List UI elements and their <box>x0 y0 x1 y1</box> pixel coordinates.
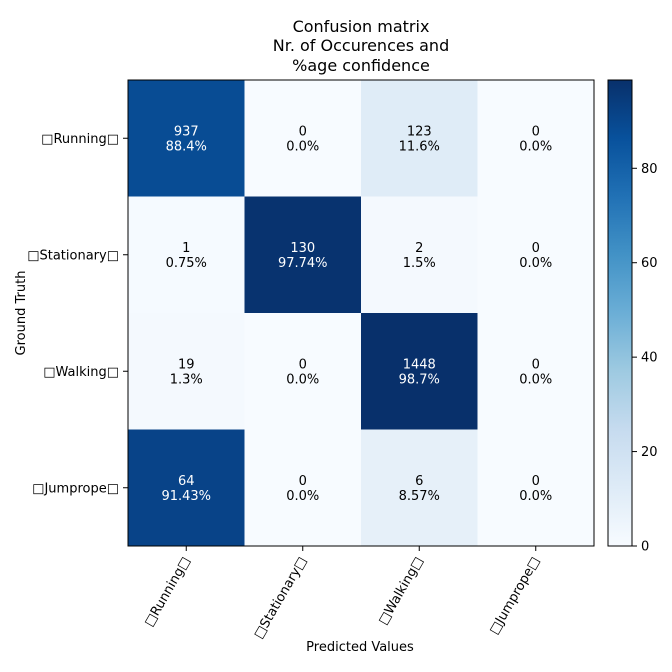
x-tick-label: □Walking□ <box>376 555 427 628</box>
cell-percent-label: 0.0% <box>286 489 319 504</box>
y-tick-label: □Walking□ <box>43 365 119 380</box>
heatmap-cell <box>361 313 478 430</box>
cell-percent-label: 0.0% <box>519 489 552 504</box>
colorbar-tick-label: 20 <box>641 445 658 460</box>
cell-count-label: 0 <box>299 357 307 372</box>
heatmap-cell <box>477 80 595 197</box>
chart-title-line-1: Confusion matrix <box>292 17 430 36</box>
colorbar-tick-label: 60 <box>641 256 658 271</box>
chart-title-line-3: %age confidence <box>292 56 430 75</box>
cell-count-label: 0 <box>532 124 540 139</box>
cell-count-label: 2 <box>415 241 423 256</box>
cell-percent-label: 97.74% <box>278 256 328 271</box>
y-tick-label: □Jumprope□ <box>32 481 119 496</box>
heatmap-cell <box>128 429 245 547</box>
x-tick-label: □Stationary□ <box>251 555 310 642</box>
cell-percent-label: 0.75% <box>166 256 207 271</box>
heatmap-cell <box>361 196 478 314</box>
heatmap-cell <box>244 429 362 547</box>
cell-percent-label: 1.5% <box>403 256 436 271</box>
heatmap-cell <box>477 313 595 430</box>
cell-percent-label: 1.3% <box>170 372 203 387</box>
x-axis-label: Predicted Values <box>306 640 414 655</box>
heatmap-cell <box>244 313 362 430</box>
cell-count-label: 0 <box>532 357 540 372</box>
colorbar <box>607 79 633 547</box>
heatmap-cell <box>477 429 595 547</box>
x-axis-ticks: □Running□ □Stationary□ □Walking□ □Jumprope□ <box>142 546 543 641</box>
cell-percent-label: 98.7% <box>399 372 440 387</box>
plot-frame <box>127 79 595 547</box>
heatmap-cell <box>244 80 362 197</box>
cell-count-label: 937 <box>174 124 199 139</box>
cell-count-label: 0 <box>532 474 540 489</box>
cell-count-label: 0 <box>299 474 307 489</box>
x-tick-label: □Running□ <box>142 555 194 630</box>
y-axis-ticks: □Running□ □Stationary□ □Walking□ □Jumprope□ <box>27 132 128 496</box>
cell-percent-label: 88.4% <box>166 139 207 154</box>
heatmap-cell <box>128 196 245 314</box>
cell-percent-label: 0.0% <box>519 256 552 271</box>
cell-percent-label: 8.57% <box>399 489 440 504</box>
y-tick-label: □Running□ <box>41 132 119 147</box>
cell-percent-label: 0.0% <box>519 139 552 154</box>
colorbar-tick-label: 40 <box>641 351 658 366</box>
cell-percent-label: 0.0% <box>286 139 319 154</box>
cell-percent-label: 0.0% <box>519 372 552 387</box>
colorbar-ticks: 0 20 40 60 80 <box>632 162 658 555</box>
cell-count-label: 0 <box>532 241 540 256</box>
x-tick-label: □Jumprope□ <box>487 555 543 638</box>
y-axis-label: Ground Truth <box>14 271 29 356</box>
heatmap-cell <box>361 429 478 547</box>
heatmap-cell <box>128 80 245 197</box>
cell-count-label: 19 <box>178 357 195 372</box>
cell-count-label: 130 <box>290 241 315 256</box>
colorbar-tick-label: 80 <box>641 162 658 177</box>
cell-count-label: 1448 <box>403 357 436 372</box>
cell-percent-label: 91.43% <box>161 489 211 504</box>
heatmap-cell <box>361 80 478 197</box>
cell-count-label: 64 <box>178 474 195 489</box>
cell-percent-label: 11.6% <box>399 139 440 154</box>
cell-count-label: 1 <box>182 241 190 256</box>
cell-count-label: 0 <box>299 124 307 139</box>
y-tick-label: □Stationary□ <box>27 248 119 263</box>
cell-count-label: 6 <box>415 474 423 489</box>
heatmap-cells <box>128 80 595 547</box>
cell-count-label: 123 <box>407 124 432 139</box>
cell-percent-label: 0.0% <box>286 372 319 387</box>
colorbar-tick-label: 0 <box>641 540 649 555</box>
chart-title-line-2: Nr. of Occurences and <box>272 36 450 55</box>
heatmap-cell <box>477 196 595 314</box>
cell-labels: 93788.4%00.0%12311.6%00.0%10.75%13097.74… <box>161 124 552 504</box>
heatmap-cell <box>128 313 245 430</box>
heatmap-cell <box>244 196 362 314</box>
